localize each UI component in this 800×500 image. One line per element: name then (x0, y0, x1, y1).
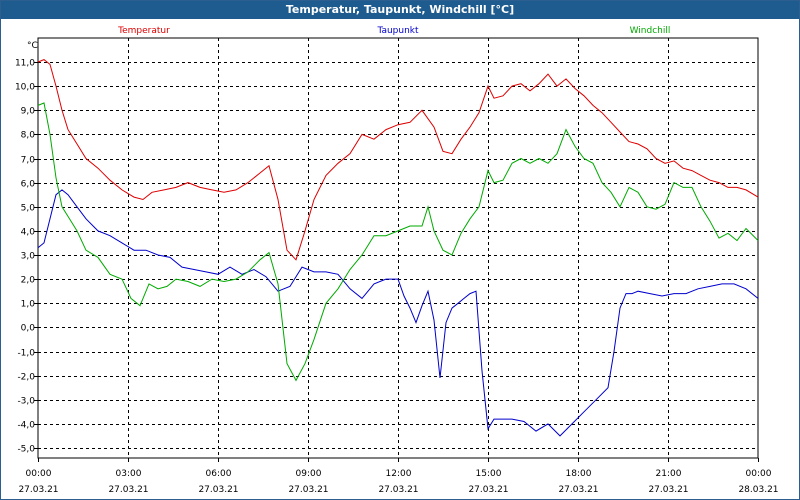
y-tick-label: 5,0 (21, 204, 36, 214)
y-tick-label: -2,0 (17, 373, 35, 383)
chart-title: Temperatur, Taupunkt, Windchill [°C] (1, 1, 799, 19)
x-tick-time: 00:00 (746, 469, 772, 479)
y-tick-label: 10,0 (15, 83, 35, 93)
x-tick-time: 03:00 (116, 469, 142, 479)
y-axis-ticks: 11,0 10,0 9,0 8,0 7,0 6,0 5,0 4,0 3,0 2,0 1,0 0,0 -1… (15, 59, 38, 455)
x-tick-time: 00:00 (26, 469, 52, 479)
x-tick-date: 27.03.21 (558, 485, 598, 495)
x-tick-date: 27.03.21 (288, 485, 328, 495)
y-tick-label: 4,0 (21, 228, 36, 238)
x-tick-date: 27.03.21 (468, 485, 508, 495)
x-tick-time: 12:00 (386, 469, 412, 479)
series-lines (37, 59, 759, 437)
x-tick-date: 27.03.21 (18, 485, 58, 495)
y-tick-label: -4,0 (17, 421, 35, 431)
y-tick-label: 6,0 (21, 180, 36, 190)
y-tick-label: -3,0 (17, 397, 35, 407)
y-tick-label: -1,0 (17, 349, 35, 359)
y-tick-label: 0,0 (21, 324, 36, 334)
x-tick-date: 28.03.21 (738, 485, 778, 495)
y-tick-label: 3,0 (21, 252, 36, 262)
x-tick-date: 27.03.21 (108, 485, 148, 495)
y-tick-label: 1,0 (21, 300, 36, 310)
y-axis-label: °C (27, 41, 38, 51)
x-tick-date: 27.03.21 (378, 485, 418, 495)
series-line-taupunkt (37, 189, 759, 437)
legend-taupunkt: Taupunkt (376, 26, 419, 36)
series-line-temperatur (37, 59, 759, 261)
x-tick-time: 21:00 (656, 469, 682, 479)
legend-windchill: Windchill (630, 26, 671, 36)
x-axis-ticks: 00:00 27.03.21 03:00 27.03.21 06:00 27.03.21 0… (18, 458, 779, 495)
y-tick-label: 11,0 (15, 59, 35, 69)
x-tick-time: 15:00 (476, 469, 502, 479)
legend-temperatur: Temperatur (117, 26, 170, 36)
x-tick-time: 06:00 (206, 469, 232, 479)
x-tick-time: 18:00 (566, 469, 592, 479)
x-tick-time: 09:00 (296, 469, 322, 479)
y-tick-label: 2,0 (21, 276, 36, 286)
y-tick-label: 8,0 (21, 131, 36, 141)
y-tick-label: 7,0 (21, 156, 36, 166)
series-line-windchill (37, 102, 759, 382)
y-tick-label: 9,0 (21, 107, 36, 117)
x-tick-date: 27.03.21 (648, 485, 688, 495)
y-tick-label: -5,0 (17, 445, 35, 455)
x-tick-date: 27.03.21 (198, 485, 238, 495)
grid-lines (38, 38, 758, 458)
